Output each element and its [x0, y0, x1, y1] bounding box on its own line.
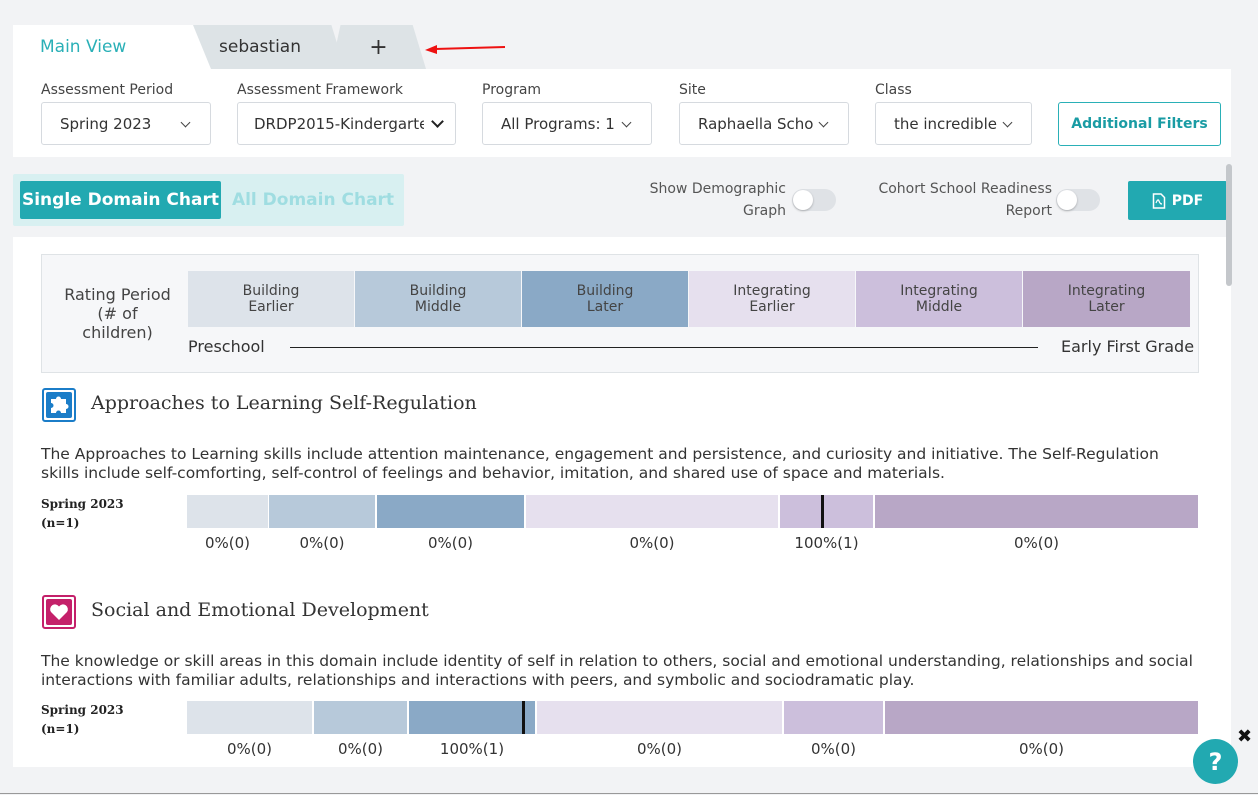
percent-label: 0%(0) — [204, 534, 251, 552]
legend-building-earlier: Building Earlier — [188, 271, 354, 327]
bar-segment-building-later — [377, 495, 524, 528]
site-label: Site — [679, 82, 706, 98]
chevron-down-icon — [818, 117, 829, 128]
legend-integrating-middle: Integrating Middle — [856, 271, 1022, 327]
help-button[interactable]: ? — [1193, 739, 1238, 784]
site-select[interactable]: Raphaella Scho — [679, 102, 849, 145]
bar-segment-integrating-earlier — [537, 701, 782, 734]
class-select[interactable]: the incredible — [875, 102, 1032, 145]
show-demographic-toggle[interactable] — [792, 189, 836, 211]
legend-integrating-earlier: Integrating Earlier — [689, 271, 855, 327]
cohort-readiness-toggle[interactable] — [1056, 189, 1100, 211]
assessment-period-select[interactable]: Spring 2023 — [41, 102, 211, 145]
assessment-period-value: Spring 2023 — [60, 114, 152, 133]
red-arrow-annotation — [425, 45, 506, 54]
bar-segment-integrating-earlier — [526, 495, 778, 528]
percent-label: 0%(0) — [299, 534, 345, 552]
assessment-framework-select[interactable]: DRDP2015-Kindergarten — [237, 102, 456, 145]
additional-filters-button[interactable]: Additional Filters — [1058, 102, 1221, 146]
scale-start-label: Preschool — [188, 337, 265, 356]
toggle-knob — [793, 190, 813, 210]
add-tab-button[interactable]: + — [331, 25, 426, 69]
chevron-down-icon — [621, 117, 632, 128]
percent-label: 100%(1) — [439, 740, 505, 758]
bar-segment-integrating-later — [885, 701, 1198, 734]
bar-segment-building-middle — [269, 495, 375, 528]
program-label: Program — [482, 82, 542, 98]
percent-label: 0%(0) — [1018, 740, 1065, 758]
all-domain-chart-button[interactable]: All Domain Chart — [231, 190, 395, 210]
site-value: Raphaella Scho — [698, 114, 814, 133]
bar-segment-integrating-middle — [780, 495, 873, 528]
divider — [0, 793, 1258, 794]
rating-period-title: Rating Period (# of children) — [64, 285, 171, 342]
assessment-framework-value: DRDP2015-Kindergarten — [254, 114, 424, 133]
percent-label: 0%(0) — [427, 534, 474, 552]
bar-segment-integrating-later — [875, 495, 1198, 528]
class-value: the incredible — [894, 114, 997, 133]
period-label: Spring 2023 (n=1) — [41, 497, 124, 530]
rating-legend: Rating Period (# of children) Building Ea… — [41, 254, 1199, 373]
percent-label: 0%(0) — [636, 740, 683, 758]
scale-end-label: Early First Grade — [1061, 337, 1195, 356]
scale-line — [290, 347, 1038, 348]
filter-panel: Assessment Period Spring 2023 Assessment… — [13, 69, 1231, 157]
toggle-knob — [1057, 190, 1077, 210]
program-select[interactable]: All Programs: 1 — [482, 102, 652, 145]
assessment-framework-label: Assessment Framework — [237, 82, 403, 98]
heart-icon — [42, 595, 76, 629]
bar-segment-building-earlier — [187, 495, 268, 528]
domain-description: The knowledge or skill areas in this dom… — [41, 652, 1193, 689]
puzzle-icon — [42, 388, 76, 422]
program-value: All Programs: 1 — [501, 114, 615, 133]
assessment-period-label: Assessment Period — [41, 82, 174, 98]
score-marker — [522, 701, 525, 734]
legend-building-middle: Building Middle — [355, 271, 521, 327]
tab-main-view[interactable]: Main View — [13, 25, 211, 69]
chart-content: Rating Period (# of children) Building Ea… — [13, 237, 1231, 767]
domain-title: Approaches to Learning Self-Regulation — [91, 392, 477, 414]
percent-label: 0%(0) — [337, 740, 384, 758]
period-label: Spring 2023 (n=1) — [41, 703, 124, 736]
percent-label: 0%(0) — [810, 740, 857, 758]
chevron-down-icon — [431, 115, 444, 128]
percent-label: 0%(0) — [226, 740, 273, 758]
legend-building-later: Building Later — [522, 271, 688, 327]
legend-integrating-later: Integrating Later — [1023, 271, 1190, 327]
percent-label: 0%(0) — [629, 534, 675, 552]
pdf-export-button[interactable]: PDF — [1128, 181, 1227, 220]
pdf-label: PDF — [1171, 192, 1204, 209]
class-label: Class — [875, 82, 912, 98]
domain-title: Social and Emotional Development — [91, 599, 429, 621]
score-marker — [821, 495, 824, 528]
pdf-file-icon — [1152, 192, 1166, 209]
bar-segment-integrating-middle — [784, 701, 883, 734]
bar-segment-building-earlier — [187, 701, 312, 734]
single-domain-chart-button[interactable]: Single Domain Chart — [20, 181, 221, 219]
bar-segment-building-middle — [314, 701, 407, 734]
chart-mode-toggle: Single Domain Chart All Domain Chart — [13, 174, 404, 226]
chevron-down-icon — [180, 117, 191, 128]
chevron-down-icon — [1002, 117, 1013, 128]
percent-label: 100%(1) — [794, 534, 859, 552]
view-tabs: Main View sebastian + — [13, 25, 513, 69]
cohort-readiness-label: Cohort School Readiness Report — [878, 181, 1052, 219]
domain-description: The Approaches to Learning skills includ… — [41, 445, 1159, 482]
vertical-scrollbar[interactable] — [1226, 164, 1232, 286]
bar-segment-building-later — [409, 701, 535, 734]
show-demographic-label: Show Demographic Graph — [649, 181, 786, 219]
percent-label: 0%(0) — [1013, 534, 1060, 552]
close-icon[interactable]: ✖ — [1237, 726, 1253, 747]
